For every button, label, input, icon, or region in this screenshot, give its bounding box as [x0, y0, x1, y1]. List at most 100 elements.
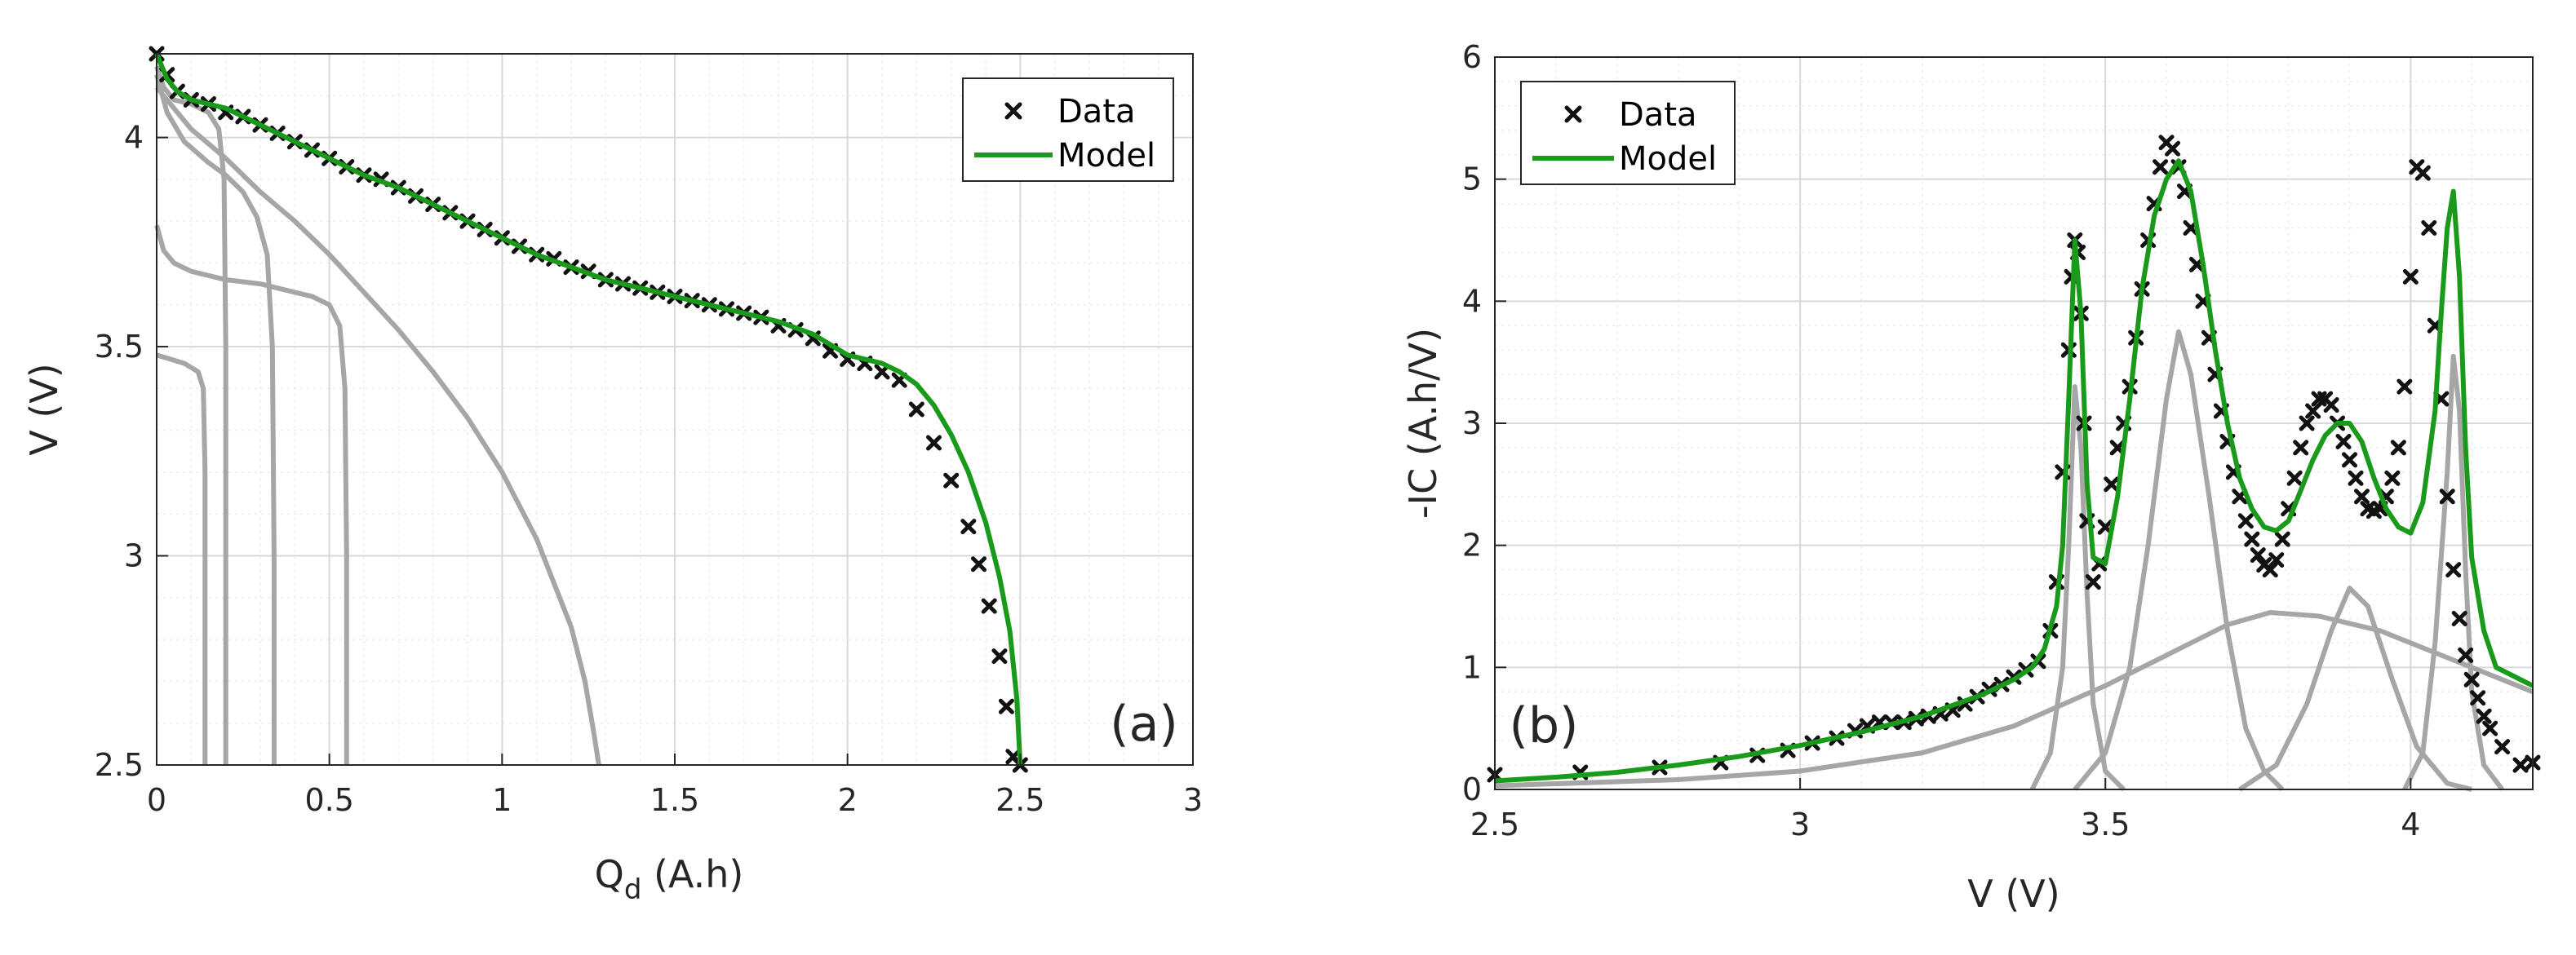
panel-b-component-curve-2: [2073, 329, 2285, 792]
panel-a-legend-data-label: Data: [1057, 93, 1136, 130]
panel-b-data-point: [2323, 397, 2339, 413]
panel-b-data-point: [2305, 403, 2321, 419]
panel-a-x-axis-label: Qd (A.h): [595, 852, 744, 906]
panel-b-data-point-stroke-2: [2153, 159, 2169, 175]
panel-a-data-point-stroke-2: [981, 598, 997, 614]
panel-a-legend-marker-glyph-stroke-2: [1004, 102, 1022, 120]
panel-a-x-tick-label: 2.5: [995, 782, 1044, 818]
panel-a-data-point: [908, 401, 924, 418]
panel-b-component-curve-4: [2238, 586, 2472, 792]
panel-b-data-point-stroke-2: [2237, 513, 2254, 529]
panel-a-y-tick-label: 3.5: [95, 329, 144, 365]
panel-b-legend-data-marker: [1564, 105, 1582, 123]
panel-b-ticks: 2.5 3 3.5 4 0 1 2 3 4 5 6: [1462, 39, 2421, 842]
panel-a-component-curve-1: [156, 352, 208, 765]
panel-b-legend-box: [1520, 81, 1736, 185]
panel-b-data-point-stroke-2: [2360, 501, 2376, 517]
panel-a-data-point: [981, 598, 997, 614]
panel-b-x-tick-label: 4: [2401, 807, 2420, 842]
panel-b-data-point: [2262, 562, 2278, 578]
panel-b-data-point: [2342, 452, 2358, 468]
panel-b-model-curve: [1494, 158, 2534, 784]
panel-b-data-point-stroke-2: [2414, 165, 2431, 181]
panel-b-data-point-stroke-2: [2451, 610, 2467, 626]
panel-b-component-curve-5: [2402, 353, 2504, 791]
panel-a-component-curve-3: [154, 73, 277, 765]
panel-b-data-point: [2512, 757, 2529, 773]
panel-b-data-point: [2421, 220, 2437, 237]
panel-b-data-point-stroke-2: [2244, 531, 2260, 547]
panel-b-data-point-stroke-2: [2402, 268, 2419, 285]
panel-b-data-point-stroke-2: [2293, 440, 2309, 456]
panel-a: 0 0.5 1 1.5 2 2.5 3 2.5 3 3.5 4 Qd (A.h) V (V) (a)…: [22, 46, 1203, 906]
panel-a-component-curve-2: [154, 65, 228, 765]
panel-a-legend-marker-glyph: [1004, 102, 1022, 120]
panel-b-data-point: [2470, 690, 2486, 706]
panel-b-data-point-stroke-2: [2305, 403, 2321, 419]
panel-b-y-tick-label: 4: [1462, 283, 1482, 319]
panel-a-x-tick-label: 3: [1183, 782, 1203, 818]
panel-b-data-point: [2153, 159, 2169, 175]
panel-b-data-point: [2482, 720, 2498, 736]
panel-b-data-point-stroke-2: [2384, 470, 2401, 486]
panel-b-y-tick-label: 5: [1462, 161, 1482, 197]
panel-b-legend-marker-glyph: [1564, 105, 1582, 123]
panel-b-data-point-stroke-2: [2323, 397, 2339, 413]
panel-a-data-point-stroke-2: [971, 556, 987, 573]
panel-a-data-point-stroke-2: [908, 401, 924, 418]
panel-a-x-tick-label: 2: [838, 782, 858, 818]
panel-b-y-tick-label: 2: [1462, 528, 1482, 564]
panel-b-data-point-stroke-2: [2421, 220, 2437, 237]
panel-a-model-curve: [154, 52, 1023, 766]
panel-a-data-point: [998, 698, 1014, 714]
panel-a-x-tick-label: 1.5: [650, 782, 699, 818]
panel-b-data-point-stroke-2: [2286, 470, 2303, 486]
panel-a-data-point-stroke-2: [998, 698, 1014, 714]
panel-b-legend-marker-glyph-stroke-2: [1564, 105, 1582, 123]
panel-b-data-point-stroke-2: [2463, 671, 2480, 688]
panel-b-data-point: [2299, 415, 2315, 431]
panel-b-data-point: [2274, 531, 2290, 547]
panel-b-data-point: [2384, 470, 2401, 486]
panel-a-x-tick-label: 1: [492, 782, 512, 818]
panel-b-data-point-stroke-2: [2439, 489, 2455, 505]
panel-a-component-curve-4: [154, 224, 349, 765]
panel-b-x-axis-label: V (V): [1967, 872, 2059, 916]
panel-b-data-point-stroke-2: [2104, 476, 2120, 493]
panel-a-x-label-subscript: d: [624, 873, 642, 906]
panel-b-legend-data-label: Data: [1619, 96, 1697, 134]
panel-a-data-point: [926, 435, 942, 451]
panel-b-data-point-stroke-2: [2085, 574, 2101, 590]
panel-a-data-point: [971, 556, 987, 573]
panel-b-data-point: [2414, 165, 2431, 181]
panel-a-legend: Data Model: [962, 77, 1174, 182]
panel-b-data-point-stroke-2: [2262, 562, 2278, 578]
panel-b-data-point-stroke-2: [2348, 470, 2364, 486]
panel-b-data-point: [2390, 440, 2406, 456]
panel-b-data-point: [2335, 433, 2352, 449]
panel-a-x-label-unit: (A.h): [641, 852, 743, 896]
panel-a-y-tick-label: 2.5: [95, 747, 144, 783]
panel-b-data-point: [2396, 378, 2413, 395]
panel-b-data-point: [2268, 552, 2285, 568]
panel-b-data-point: [2348, 470, 2364, 486]
panel-a-x-label-main: Q: [595, 852, 624, 896]
panel-b-data-point: [2244, 531, 2260, 547]
panel-b-data-point-stroke-2: [2268, 552, 2285, 568]
panel-b-label: (b): [1510, 697, 1579, 754]
panel-b-data-point: [2451, 610, 2467, 626]
panel-b-data-point-stroke-2: [2109, 440, 2126, 456]
panel-b-data-point: [2402, 268, 2419, 285]
panel-b-y-tick-label: 6: [1462, 39, 1482, 75]
panel-b-y-tick-label: 0: [1462, 772, 1482, 807]
panel-b: 2.5 3 3.5 4 0 1 2 3 4 5 6 V (V) -IC (A.h/V) (b) Da…: [1401, 39, 2541, 916]
panel-b-data-point: [2085, 574, 2101, 590]
panel-b-y-axis-label: -IC (A.h/V): [1401, 328, 1445, 519]
panel-b-data-point: [2476, 708, 2492, 724]
panel-b-data-point-stroke-2: [2482, 720, 2498, 736]
panel-a-legend-box: [962, 77, 1174, 182]
panel-b-data-point-stroke-2: [2299, 415, 2315, 431]
panel-b-data-point: [2494, 739, 2511, 755]
panel-b-x-tick-label: 3.5: [2081, 807, 2130, 842]
